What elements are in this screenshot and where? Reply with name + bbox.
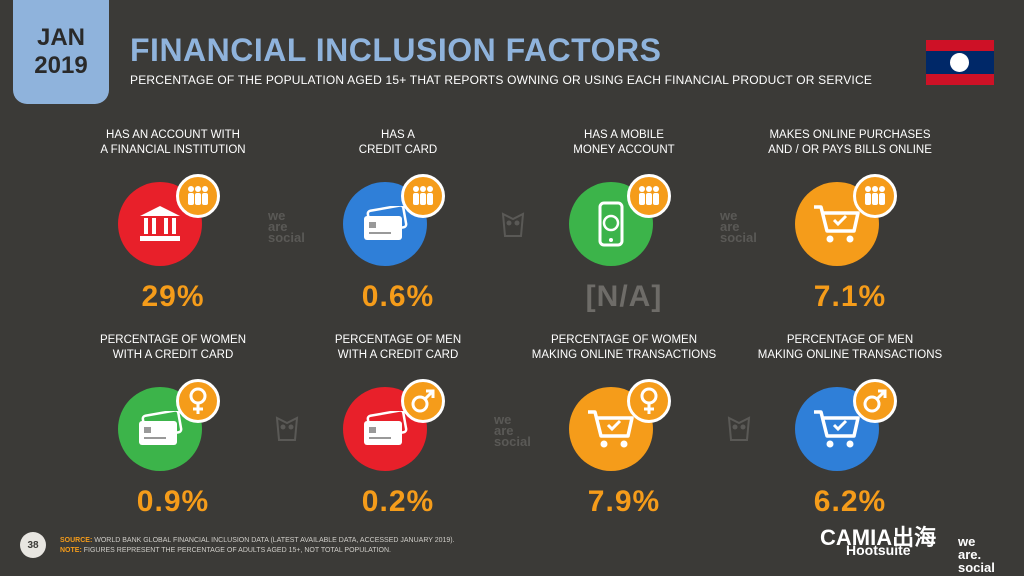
male-icon (401, 379, 445, 423)
owl-watermark-icon (275, 416, 299, 441)
page-title: FINANCIAL INCLUSION FACTORS (130, 32, 662, 68)
stat-value: 29% (141, 280, 205, 313)
hootsuite-logo: Hootsuite (846, 542, 911, 558)
stat-value: 0.2% (361, 485, 435, 518)
stat-value: 0.9% (136, 485, 210, 518)
owl-watermark-icon (727, 416, 751, 441)
stat-value: 7.9% (587, 485, 661, 518)
people-icon (853, 174, 897, 218)
stat-label: PERCENTAGE OF MEN MAKING ONLINE TRANSACTI… (757, 334, 943, 361)
month: JAN (36, 24, 85, 51)
page-subtitle: PERCENTAGE OF THE POPULATION AGED 15+ TH… (130, 73, 873, 87)
stat-card: HAS AN ACCOUNT WITH A FINANCIAL INSTITUTI… (73, 128, 273, 314)
stat-card: PERCENTAGE OF MEN MAKING ONLINE TRANSACTI… (750, 333, 950, 519)
owl-watermark-icon (501, 212, 525, 237)
year: 2019 (34, 52, 88, 79)
we-are-social-watermark: we are social (494, 412, 531, 449)
stat-label: PERCENTAGE OF MEN WITH A CREDIT CARD (334, 334, 462, 361)
stat-label: PERCENTAGE OF WOMEN MAKING ONLINE TRANSAC… (531, 334, 717, 361)
we-are-social-watermark: we are social (720, 208, 757, 245)
stat-label: HAS A CREDIT CARD (358, 129, 438, 156)
stat-label: MAKES ONLINE PURCHASES AND / OR PAYS BILL… (768, 129, 932, 156)
stat-value: [N/A] (585, 280, 663, 313)
stat-value: 7.1% (813, 280, 887, 313)
stat-card: PERCENTAGE OF WOMEN MAKING ONLINE TRANSAC… (524, 333, 724, 519)
female-icon (176, 379, 220, 423)
we-are-social-watermark: we are social (268, 208, 305, 245)
page-number: 38 (20, 532, 46, 558)
male-icon (853, 379, 897, 423)
female-icon (627, 379, 671, 423)
laos-flag-icon (926, 40, 994, 85)
stat-card: PERCENTAGE OF WOMEN WITH A CREDIT CARD 0.9… (73, 333, 273, 519)
stat-card: HAS A MOBILE MONEY ACCOUNT [N/A] (524, 128, 724, 314)
stat-label: PERCENTAGE OF WOMEN WITH A CREDIT CARD (99, 334, 247, 361)
date-badge: JAN 2019 (13, 0, 109, 104)
people-icon (401, 174, 445, 218)
people-icon (627, 174, 671, 218)
stat-card: PERCENTAGE OF MEN WITH A CREDIT CARD 0.2% (298, 333, 498, 519)
stat-value: 6.2% (813, 485, 887, 518)
source-note: SOURCE: WORLD BANK GLOBAL FINANCIAL INCL… (60, 537, 455, 554)
stat-card: HAS A CREDIT CARD 0.6% (298, 128, 498, 314)
stat-card: MAKES ONLINE PURCHASES AND / OR PAYS BILL… (750, 128, 950, 314)
we-are-social-logo: we are. social (958, 534, 995, 575)
wechat-overlay: CAMIA出海 (820, 525, 937, 550)
stat-label: HAS AN ACCOUNT WITH A FINANCIAL INSTITUTI… (100, 129, 246, 156)
stat-label: HAS A MOBILE MONEY ACCOUNT (573, 129, 675, 156)
stat-value: 0.6% (361, 280, 435, 313)
people-icon (176, 174, 220, 218)
